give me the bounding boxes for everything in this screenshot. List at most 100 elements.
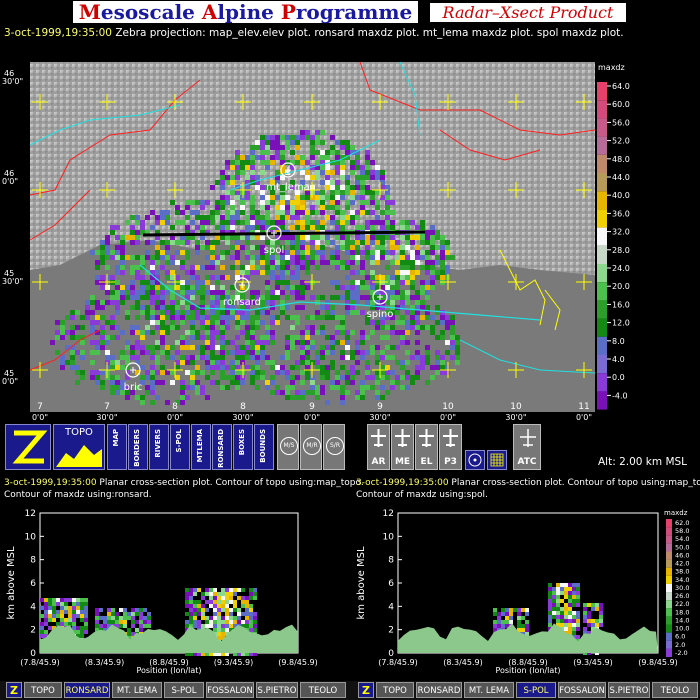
colorbar-swatch: [597, 245, 607, 264]
radar-site-ronsard[interactable]: ronsard: [223, 277, 261, 308]
radar-site-label: spino: [367, 309, 394, 320]
lon-minute-label: 0'0": [576, 413, 592, 422]
baseline-s-r-button[interactable]: S/R: [323, 424, 345, 470]
grid-toggle-button[interactable]: [487, 450, 507, 470]
baseline-m-r-button[interactable]: M/R: [300, 424, 322, 470]
left-radar-btn-spol[interactable]: S-POL: [164, 682, 204, 698]
xsect-ytick: 8: [30, 556, 36, 566]
topo-label: TOPO: [65, 427, 93, 438]
right-radar-btn-mtlema[interactable]: MT. LEMA: [464, 682, 514, 698]
right-radar-btn-teolo[interactable]: TEOLO: [652, 682, 698, 698]
lon-degree-label: 8: [172, 402, 178, 412]
xsect-colorbar-tick: 22.0: [675, 600, 689, 608]
cross-section-line[interactable]: [142, 230, 426, 237]
xsect-colorbar-swatch: [666, 535, 672, 544]
xsect-xtick: (8.3/45.9): [443, 658, 482, 667]
toggle-ronsard-button[interactable]: RONSARD: [212, 424, 232, 470]
xsect-ytick: 10: [383, 532, 395, 542]
xsect-colorbar-tick: 10.0: [675, 625, 689, 633]
right-radar-btn-spietro[interactable]: S.PIETRO: [608, 682, 650, 698]
colorbar-swatch: [597, 209, 607, 228]
aircraft-el-button[interactable]: EL: [415, 424, 438, 470]
xsect-colorbar-title: maxdz: [664, 509, 688, 517]
xsect-colorbar-tick: 30.0: [675, 584, 689, 592]
xsect-colorbar-swatch: [666, 519, 672, 528]
xsect-terrain: [40, 624, 298, 653]
left-cross-section[interactable]: km above MSL 0 2 4 6 8 10 12 (7.8/45.9) (8.3/45.9…: [0, 505, 350, 681]
toggle-bounds-button[interactable]: BOUNDS: [254, 424, 274, 470]
antenna-icon: [520, 429, 536, 447]
left-radar-btn-spietro[interactable]: S.PIETRO: [256, 682, 298, 698]
radar-site-spino[interactable]: spino: [367, 289, 394, 320]
left-radar-btn-z[interactable]: Z: [6, 682, 22, 698]
colorbar-tick: 32.0: [612, 228, 630, 237]
zebra-z-icon: [12, 430, 48, 464]
aircraft-label: EL: [420, 457, 433, 467]
toggle-map-button[interactable]: MAP: [107, 424, 127, 470]
right-radar-btn-z[interactable]: Z: [358, 682, 374, 698]
left-radar-btn-teolo[interactable]: TEOLO: [300, 682, 346, 698]
radar-site-mt-lema[interactable]: mt_lema: [266, 162, 310, 193]
xsect-xaxis-label: Position (lon/lat): [495, 666, 560, 675]
atc-button[interactable]: ATC: [513, 424, 541, 470]
zebra-logo-button[interactable]: [5, 424, 51, 470]
aircraft-label: P3: [444, 457, 457, 467]
right-radar-btn-topo[interactable]: TOPO: [376, 682, 414, 698]
xsect-ytick: 2: [30, 626, 36, 636]
aircraft-ar-button[interactable]: AR: [367, 424, 390, 470]
grid-icon: [490, 453, 504, 467]
xsect-ytick: 8: [388, 556, 394, 566]
xsect-colorbar-swatch: [666, 640, 672, 649]
radar-site-bric[interactable]: bric: [124, 362, 143, 393]
xsect-yaxis-label: km above MSL: [356, 546, 367, 620]
toggle-borders-button[interactable]: BORDERS: [128, 424, 148, 470]
toggle-label: S-POL: [175, 429, 183, 453]
lon-degree-label: 9: [377, 402, 383, 412]
lon-minute-label: 30'0": [505, 413, 526, 422]
lon-degree-label: 9: [309, 402, 315, 412]
xsect-terrain: [398, 623, 658, 653]
radar-site-label: spol: [264, 245, 284, 256]
lat-minute-label: 0'0": [2, 377, 18, 386]
right-radar-btn-spol[interactable]: S-POL: [516, 682, 556, 698]
xsect-xtick: (8.8/45.9): [508, 658, 547, 667]
aircraft-p3-button[interactable]: P3: [439, 424, 462, 470]
altitude-label: Alt: 2.00 km MSL: [598, 456, 688, 468]
colorbar-tick: 40.0: [612, 191, 630, 200]
xsect-ytick: 12: [25, 509, 36, 519]
colorbar-swatch: [597, 118, 607, 137]
xsect-colorbar-swatch: [666, 616, 672, 625]
toggle-label: RIVERS: [154, 429, 162, 458]
right-radar-btn-ronsard[interactable]: RONSARD: [416, 682, 462, 698]
topo-button[interactable]: TOPO: [53, 424, 105, 470]
toggle-boxes-button[interactable]: BOXES: [233, 424, 253, 470]
xsect-xtick: (7.8/45.9): [20, 658, 59, 667]
right-xsect-date: 3-oct-1999,19:35:00: [356, 478, 449, 488]
lat-degree-label: 45: [4, 269, 14, 278]
xsect-colorbar-tick: 50.0: [675, 543, 689, 551]
lon-minute-label: 0'0": [304, 413, 320, 422]
toggle-rivers-button[interactable]: RIVERS: [149, 424, 169, 470]
colorbar-swatch: [597, 136, 607, 155]
right-radar-btn-fossalon[interactable]: FOSSALON: [558, 682, 606, 698]
right-cross-section[interactable]: km above MSL 0 2 4 6 8 10 12 (7.8/45.9) (8.3/45.9…: [350, 505, 700, 681]
atc-label: ATC: [517, 457, 537, 467]
left-radar-btn-topo[interactable]: TOPO: [24, 682, 62, 698]
left-radar-btn-ronsard[interactable]: RONSARD: [64, 682, 110, 698]
track-icon-button[interactable]: [465, 450, 485, 470]
xsect-colorbar-swatch: [666, 624, 672, 633]
main-date: 3-oct-1999,19:35:00: [4, 27, 112, 39]
baseline-m-s-button[interactable]: M/S: [277, 424, 299, 470]
xsect-colorbar-swatch: [666, 583, 672, 593]
toggle-mtlema-button[interactable]: MTLEMA: [191, 424, 211, 470]
mountain-icon: [56, 445, 102, 467]
radar-site-spol[interactable]: spol: [264, 225, 284, 256]
toggle-spol-button[interactable]: S-POL: [170, 424, 190, 470]
xsect-yaxis-label: km above MSL: [6, 546, 17, 620]
left-radar-btn-mtlema[interactable]: MT. LEMA: [112, 682, 162, 698]
aircraft-me-button[interactable]: ME: [391, 424, 414, 470]
left-radar-btn-fossalon[interactable]: FOSSALON: [206, 682, 254, 698]
left-xsect-date: 3-oct-1999,19:35:00: [4, 478, 97, 488]
aircraft-icon: [371, 429, 386, 447]
